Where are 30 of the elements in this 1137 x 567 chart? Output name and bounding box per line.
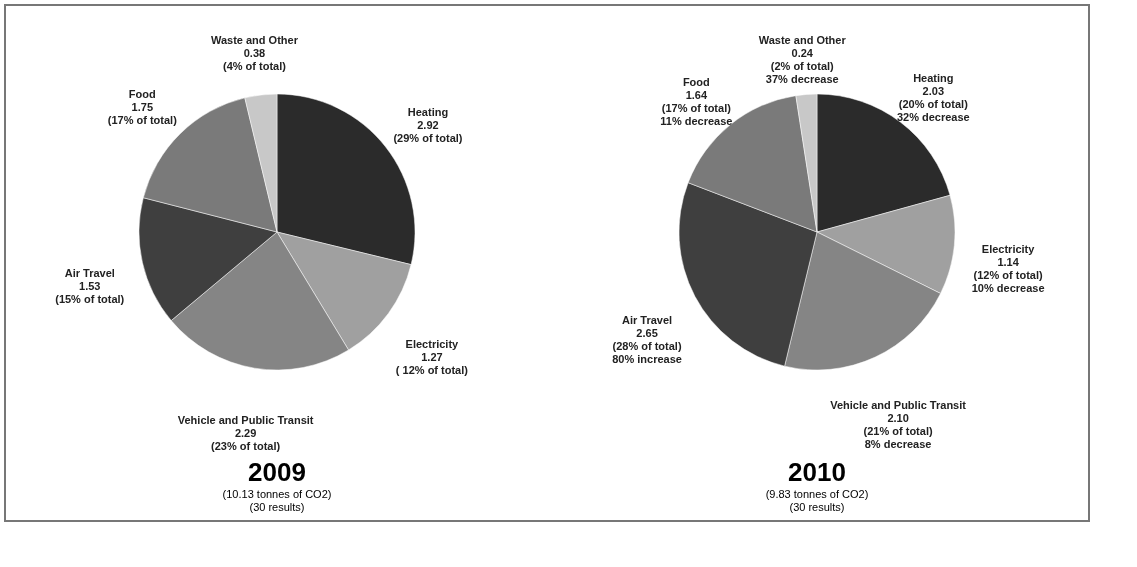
slice-label: Heating xyxy=(913,72,954,85)
data-label: 0.38 (4% of total) xyxy=(222,47,287,73)
text: (30 results) xyxy=(249,501,305,514)
slice-label: Vehicle and Public Transit xyxy=(177,414,314,427)
data-label: 2.65 (28% of total) 80% increase xyxy=(612,327,682,366)
slice-label: Air Travel xyxy=(64,267,115,280)
data-label: 2.03 (20% of total) 32% decrease xyxy=(896,85,970,124)
slice-label: Waste and Other xyxy=(758,33,847,46)
slice-label: Electricity xyxy=(405,338,460,351)
data-label: 2.29 (23% of total) xyxy=(211,427,281,453)
data-label: 1.14 (12% of total) 10% decrease xyxy=(971,256,1045,295)
slice-label: Food xyxy=(128,88,156,101)
text: 2010 xyxy=(788,457,846,487)
data-label: 2.10 (21% of total) 8% decrease xyxy=(863,412,933,451)
text: (10.13 tonnes of CO2) xyxy=(222,488,332,501)
slice-label: Electricity xyxy=(981,243,1036,256)
data-label: 2.92 (29% of total) xyxy=(393,119,463,145)
slice-label: Air Travel xyxy=(621,314,673,327)
data-label: 0.24 (2% of total) 37% decrease xyxy=(765,46,839,85)
slice-label: Food xyxy=(682,75,710,88)
text: (9.83 tonnes of CO2) xyxy=(765,488,869,500)
slice-label: Waste and Other xyxy=(210,34,299,47)
text: (30 results) xyxy=(789,501,845,513)
text: 2009 xyxy=(248,457,306,488)
data-label: 1.27 ( 12% of total) xyxy=(395,351,469,377)
data-label: 1.53 (15% of total) xyxy=(55,280,125,306)
slice-label: Vehicle and Public Transit xyxy=(830,399,967,412)
slice-label: Heating xyxy=(407,106,449,119)
data-label: 1.75 (17% of total) xyxy=(107,101,178,127)
data-label: 1.64 (17% of total) 11% decrease xyxy=(660,88,733,127)
